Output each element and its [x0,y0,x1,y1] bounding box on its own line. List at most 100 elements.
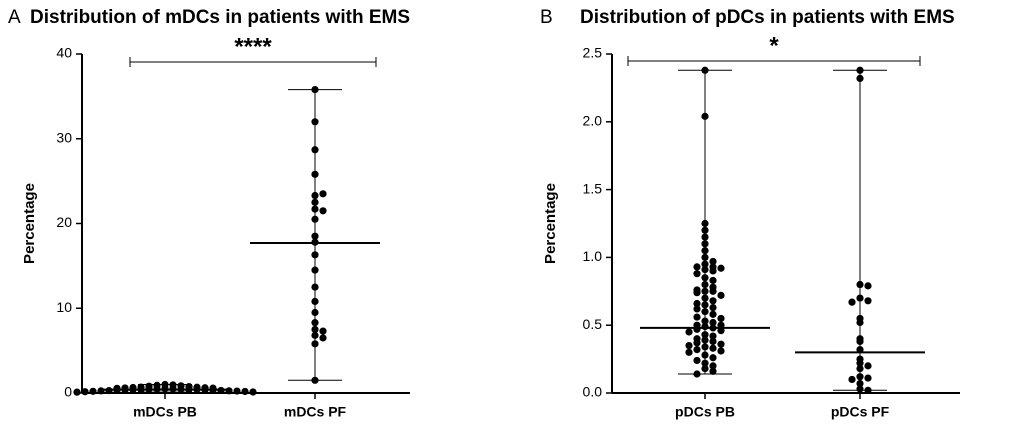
data-point [709,267,717,275]
data-point [717,264,725,272]
data-point [856,280,864,289]
data-point [311,146,319,154]
data-point [856,66,864,74]
data-point [701,331,709,339]
significance: * [769,32,779,59]
data-point [311,376,319,384]
data-point [311,85,319,94]
data-point [319,190,327,198]
data-point [709,318,717,327]
data-point [701,364,709,373]
data-point [693,313,701,321]
data-point [73,388,81,396]
data-point [693,339,701,347]
data-point [856,359,864,367]
data-point [693,289,701,297]
data-point [311,215,319,223]
data-point [856,318,864,327]
significance: **** [234,33,272,60]
data-point [864,374,872,382]
x-tick-label: pDCs PF [831,404,890,420]
data-point [864,362,872,370]
data-point [701,317,709,325]
data-point [311,191,319,200]
data-point [97,387,105,395]
data-point [709,310,717,318]
data-point [693,356,701,365]
data-point [701,280,709,289]
y-tick-label: 0.5 [583,316,603,332]
y-tick-label: 2.0 [583,113,603,129]
y-tick-label: 40 [56,45,72,61]
data-point [701,66,709,74]
data-point [701,266,709,274]
y-tick-label: 2.5 [583,45,603,61]
data-point [701,233,709,241]
data-point [856,379,864,388]
data-point [701,226,709,234]
data-point [311,340,319,348]
data-point [701,308,709,316]
data-point [685,341,693,350]
y-tick-label: 1.5 [583,180,603,196]
data-point [311,232,319,240]
data-point [709,276,717,285]
data-point [319,327,327,335]
data-point [848,298,856,306]
data-point [856,337,864,346]
data-point [685,328,693,336]
data-point [311,118,319,126]
data-point [311,251,319,259]
data-point [241,387,249,396]
data-point [311,170,319,178]
data-point [311,325,319,334]
data-point [105,387,113,395]
data-point [709,257,717,266]
y-tick-label: 30 [56,129,72,145]
data-point [311,319,319,327]
x-tick-label: pDCs PB [675,404,735,420]
data-point [693,325,701,333]
data-point [693,299,701,308]
data-point [856,74,864,83]
data-point [311,198,319,206]
data-point [709,354,717,362]
data-point [717,291,725,299]
data-point [693,263,701,271]
data-point [319,334,327,342]
data-point [709,297,717,305]
y-tick-label: 10 [56,299,72,315]
data-point [709,287,717,295]
data-point [233,387,241,395]
data-point [701,301,709,309]
panel-label: B [540,7,553,28]
data-point [693,370,701,378]
data-point [701,287,709,295]
data-point [717,347,725,355]
data-point [311,297,319,306]
data-point [701,336,709,344]
data-point [709,344,717,352]
data-point [225,387,233,395]
data-point [701,247,709,255]
data-point [249,388,257,396]
data-point [701,253,709,261]
data-point [856,373,864,381]
data-point [701,343,709,351]
data-point [693,305,701,313]
data-point [701,240,709,248]
data-point [81,388,89,396]
data-point [709,362,717,370]
y-axis-label: Percentage [21,183,38,264]
data-point [161,384,169,393]
data-point [856,364,864,373]
y-axis-label: Percentage [542,183,559,264]
data-point [701,351,709,359]
chart-title: Distribution of mDCs in patients with EM… [30,7,410,28]
data-point [701,260,709,268]
data-point [709,367,717,375]
data-point [864,297,872,305]
data-point [864,282,872,290]
data-point [856,385,864,393]
